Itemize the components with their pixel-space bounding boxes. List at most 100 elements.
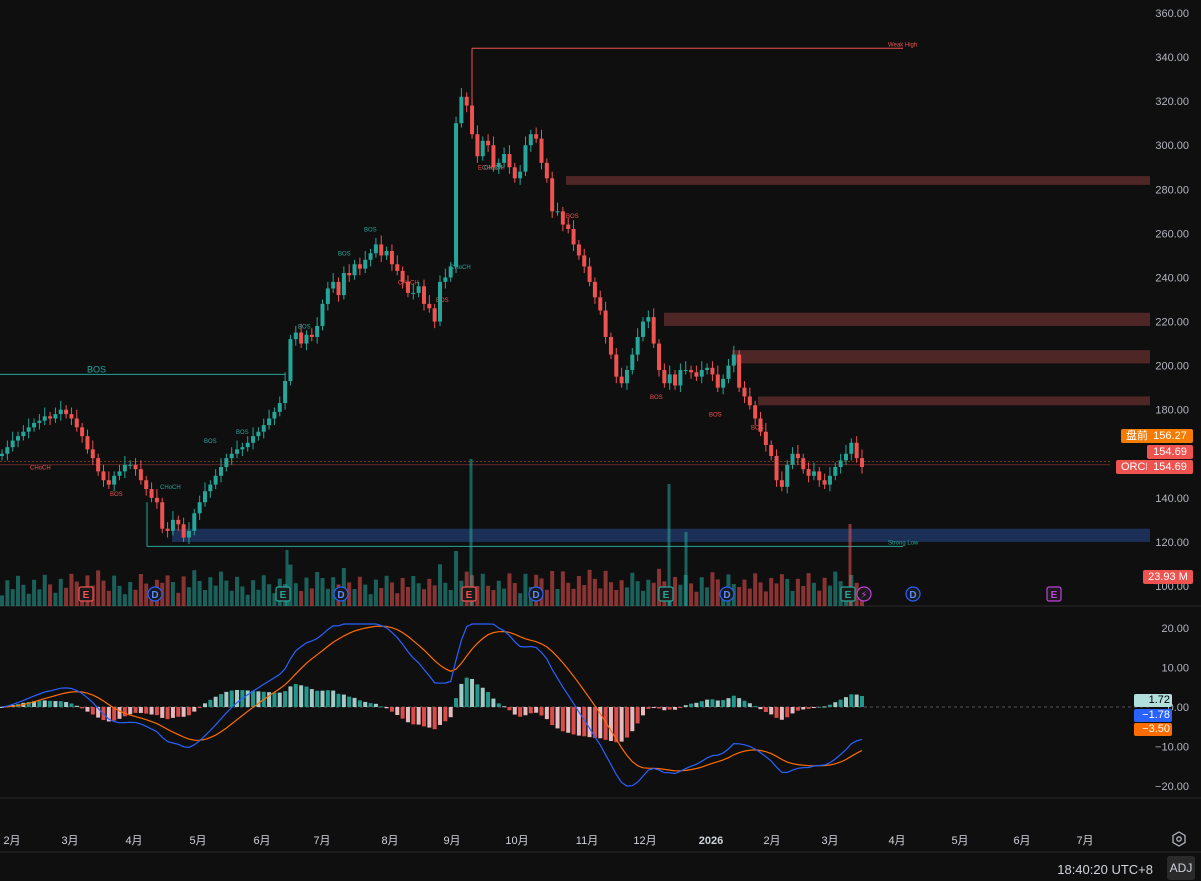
demand-zone — [172, 528, 1150, 542]
candle-body — [694, 372, 699, 377]
candle-body — [299, 332, 304, 344]
structure-label: BOS — [650, 395, 663, 401]
structure-label: BOS — [338, 252, 351, 258]
candle-body — [592, 281, 597, 298]
volume-bar — [512, 583, 517, 606]
volume-bar — [213, 585, 218, 606]
volume-bar — [251, 580, 256, 606]
earnings-icon — [78, 586, 94, 602]
macd-histogram-bar — [833, 702, 838, 707]
volume-bar — [416, 583, 421, 606]
macd-histogram-bar — [315, 690, 320, 707]
macd-histogram-bar — [138, 707, 143, 713]
volume-bar — [192, 570, 197, 606]
candle-body — [624, 370, 629, 384]
candle-body — [341, 273, 346, 296]
volume-bar — [710, 572, 715, 606]
volume-bar — [299, 591, 304, 606]
macd-histogram-bar — [336, 693, 341, 707]
price-tick-label: 300.00 — [1155, 140, 1189, 152]
structure-label: BOS — [566, 214, 579, 220]
volume-bar — [5, 580, 10, 606]
candle-body — [496, 162, 501, 168]
macd-histogram-bar — [438, 707, 443, 725]
volume-bar — [235, 576, 240, 606]
time-tick-label: 4月 — [888, 835, 905, 847]
candle-body — [518, 171, 523, 179]
macd-histogram-bar — [325, 690, 330, 707]
candle-body — [769, 444, 774, 456]
volume-bar — [817, 590, 822, 606]
macd-histogram-bar — [192, 707, 197, 712]
symbol-price-tag: 154.69 — [1147, 460, 1193, 474]
candle-body — [726, 365, 731, 379]
candle-body — [833, 466, 838, 476]
macd-histogram-bar — [170, 707, 175, 718]
candle-body — [721, 378, 726, 388]
macd-histogram-bar — [523, 707, 528, 716]
macd-histogram-bar — [90, 707, 95, 715]
candle-body — [26, 427, 31, 432]
time-tick-label: 10月 — [505, 835, 528, 847]
candle-body — [208, 484, 213, 492]
candle-body — [438, 281, 443, 322]
candle-body — [288, 339, 293, 382]
volume-spike — [667, 484, 671, 606]
candle-body — [235, 449, 240, 454]
candle-body — [181, 524, 186, 538]
macd-tick-label: −20.00 — [1155, 781, 1189, 793]
volume-bar — [523, 573, 528, 606]
volume-bar — [737, 587, 742, 606]
candle-body — [475, 134, 480, 157]
volume-bar — [753, 573, 758, 606]
volume-bar — [0, 595, 4, 606]
macd-histogram-bar — [144, 707, 149, 714]
candle-body — [373, 244, 378, 254]
volume-bar — [261, 575, 266, 606]
macd-histogram-bar — [576, 707, 581, 736]
macd-histogram-bar — [309, 689, 314, 707]
candle-body — [261, 425, 266, 432]
structure-label: BOS — [236, 430, 249, 436]
macd-histogram-bar — [614, 707, 619, 743]
volume-bar — [58, 578, 63, 606]
macd-histogram-bar — [53, 701, 58, 707]
volume-bar — [69, 573, 74, 606]
candle-body — [347, 273, 352, 276]
candle-body — [251, 436, 256, 443]
candle-body — [790, 453, 795, 465]
candle-body — [566, 224, 571, 229]
candle-body — [160, 502, 165, 529]
dividend-icon-letter: D — [337, 590, 344, 601]
candle-body — [48, 416, 53, 419]
volume-bar — [373, 579, 378, 606]
candle-body — [673, 374, 678, 386]
settings-icon[interactable] — [1171, 831, 1187, 847]
macd-histogram-bar — [384, 707, 389, 709]
macd-histogram-bar — [149, 707, 154, 715]
volume-bar — [144, 583, 149, 606]
macd-histogram-bar — [592, 707, 597, 738]
candle-body — [325, 288, 330, 304]
structure-label: BOS — [204, 439, 217, 445]
adj-button[interactable]: ADJ — [1167, 856, 1195, 880]
price-tick-label: 140.00 — [1155, 493, 1189, 505]
macd-histogram-bar — [395, 707, 400, 716]
price-tick-label: 100.00 — [1155, 581, 1189, 593]
macd-histogram-bar — [283, 691, 288, 707]
time-tick-label: 2月 — [763, 835, 780, 847]
volume-tag: 23.93 M — [1143, 570, 1193, 584]
macd-histogram-bar — [122, 707, 127, 717]
time-tick-label: 11月 — [576, 835, 598, 847]
candle-body — [192, 513, 197, 531]
candle-body — [576, 244, 581, 256]
volume-bar — [651, 582, 656, 606]
volume-bar — [705, 587, 710, 606]
candle-body — [149, 489, 154, 498]
candle-body — [293, 332, 298, 340]
structure-label: CHoCH — [30, 465, 51, 471]
candle-body — [42, 416, 47, 421]
candle-body — [186, 530, 191, 538]
macd-histogram-bar — [464, 677, 469, 707]
